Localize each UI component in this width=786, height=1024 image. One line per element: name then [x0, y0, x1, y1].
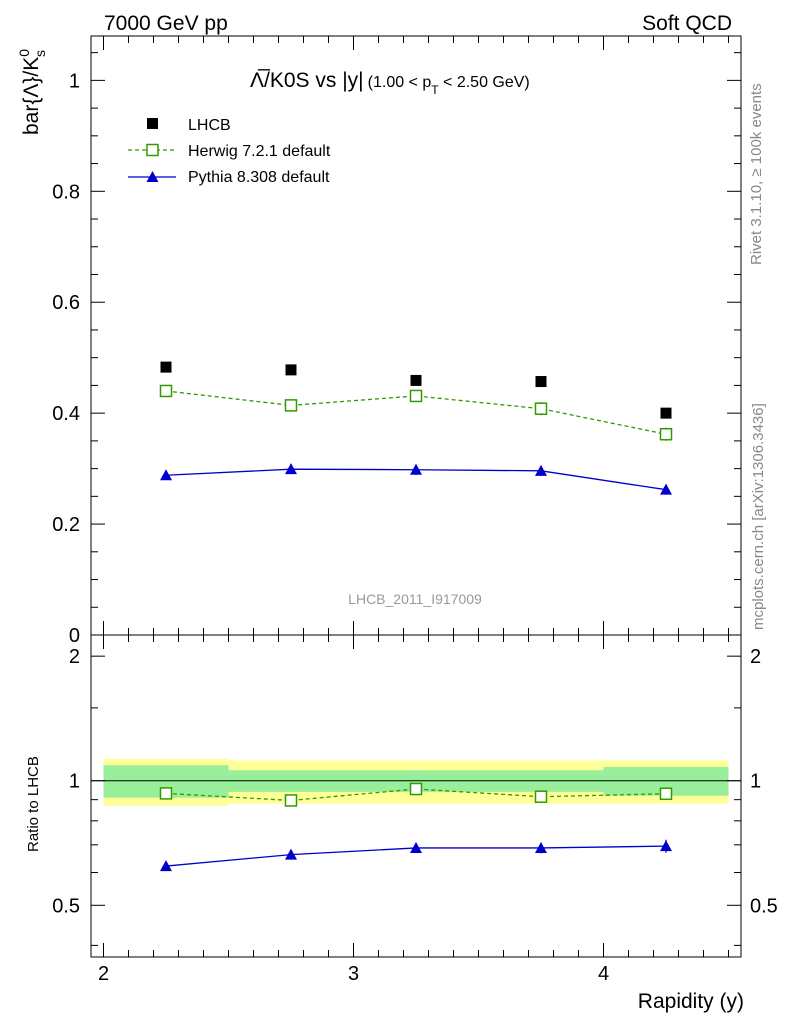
y-tick-label: 0: [69, 625, 80, 647]
y-tick-label: 0.6: [52, 292, 80, 314]
ratio-y-tick-label-right: 0.5: [750, 895, 778, 917]
point-ratio: [160, 860, 172, 872]
point-main: [285, 364, 297, 376]
legend-marker-herwig: [146, 143, 159, 157]
point-main: [284, 399, 298, 412]
point-ratio: [660, 840, 672, 852]
ratio-y-tick-label: 1: [69, 771, 80, 793]
point-ratio: [534, 790, 548, 803]
point-main: [410, 374, 422, 386]
point-main: [659, 427, 673, 441]
main-ylabel: bar{Λ}/K0s: [16, 49, 48, 135]
ratio-y-tick-label-right: 2: [750, 646, 761, 668]
plot-title: Λ̅/K0S vs |y| (1.00 < pT < 2.50 GeV): [250, 69, 530, 97]
mcplots-label: mcplots.cern.ch [arXiv:1306.3436]: [750, 403, 767, 630]
point-ratio: [410, 841, 422, 853]
point-main: [410, 463, 422, 475]
plot-title-cut-sub: T: [431, 83, 439, 97]
point-main: [285, 463, 297, 475]
ratio-frame: [90, 634, 742, 958]
point-ratio: [285, 848, 297, 860]
point-main: [160, 469, 172, 481]
plot-title-cut-close: < 2.50 GeV): [439, 74, 530, 91]
rivet-label: Rivet 3.1.10, ≥ 100k events: [748, 83, 765, 265]
point-main: [660, 407, 672, 419]
ratio-y-tick-label-right: 1: [750, 771, 761, 793]
plot-title-cut: (1.00 < pT < 2.50 GeV): [368, 74, 530, 97]
ratio-axes: 2 3 4 0.5 0.5 1 1 2 2: [52, 634, 778, 985]
legend-marker-pythia: [146, 171, 159, 182]
point-main: [159, 384, 173, 398]
header-left: 7000 GeV pp: [104, 12, 228, 35]
header-right: Soft QCD: [642, 12, 732, 35]
point-ratio: [409, 782, 423, 796]
ratio-series: [159, 782, 673, 872]
point-main: [535, 376, 547, 388]
point-main: [160, 361, 172, 373]
point-ratio: [659, 787, 673, 801]
xlabel: Rapidity (y): [638, 990, 744, 1013]
legend-marker-lhcb: [147, 118, 158, 129]
legend-label-pythia: Pythia 8.308 default: [188, 169, 330, 186]
point-ratio: [284, 794, 298, 807]
ratio-y-tick-label: 2: [69, 646, 80, 668]
point-ratio: [159, 787, 173, 800]
y-tick-label: 0.8: [52, 181, 80, 203]
point-main: [409, 389, 423, 403]
main-series: [159, 361, 673, 495]
main-ylabel-sup: 0: [16, 49, 32, 57]
legend-label-lhcb: LHCB: [188, 117, 231, 134]
y-tick-label: 0.2: [52, 514, 80, 536]
x-tick-label: 3: [348, 963, 359, 985]
ratio-bands: [103, 758, 729, 806]
y-tick-label: 0.4: [52, 403, 80, 425]
point-main: [534, 402, 548, 415]
main-ylabel-sub: s: [32, 50, 48, 57]
ratio-ylabel: Ratio to LHCB: [25, 756, 42, 852]
point-main: [660, 483, 672, 495]
watermark: LHCB_2011_I917009: [348, 591, 482, 607]
legend: LHCB Herwig 7.2.1 default Pythia 8.308 d…: [128, 117, 331, 186]
x-tick-label: 2: [98, 963, 109, 985]
legend-label-herwig: Herwig 7.2.1 default: [188, 143, 331, 160]
x-tick-label: 4: [598, 963, 609, 985]
y-tick-label: 1: [69, 70, 80, 92]
point-ratio: [535, 841, 547, 853]
point-main: [535, 464, 547, 476]
ratio-y-tick-label: 0.5: [52, 895, 80, 917]
